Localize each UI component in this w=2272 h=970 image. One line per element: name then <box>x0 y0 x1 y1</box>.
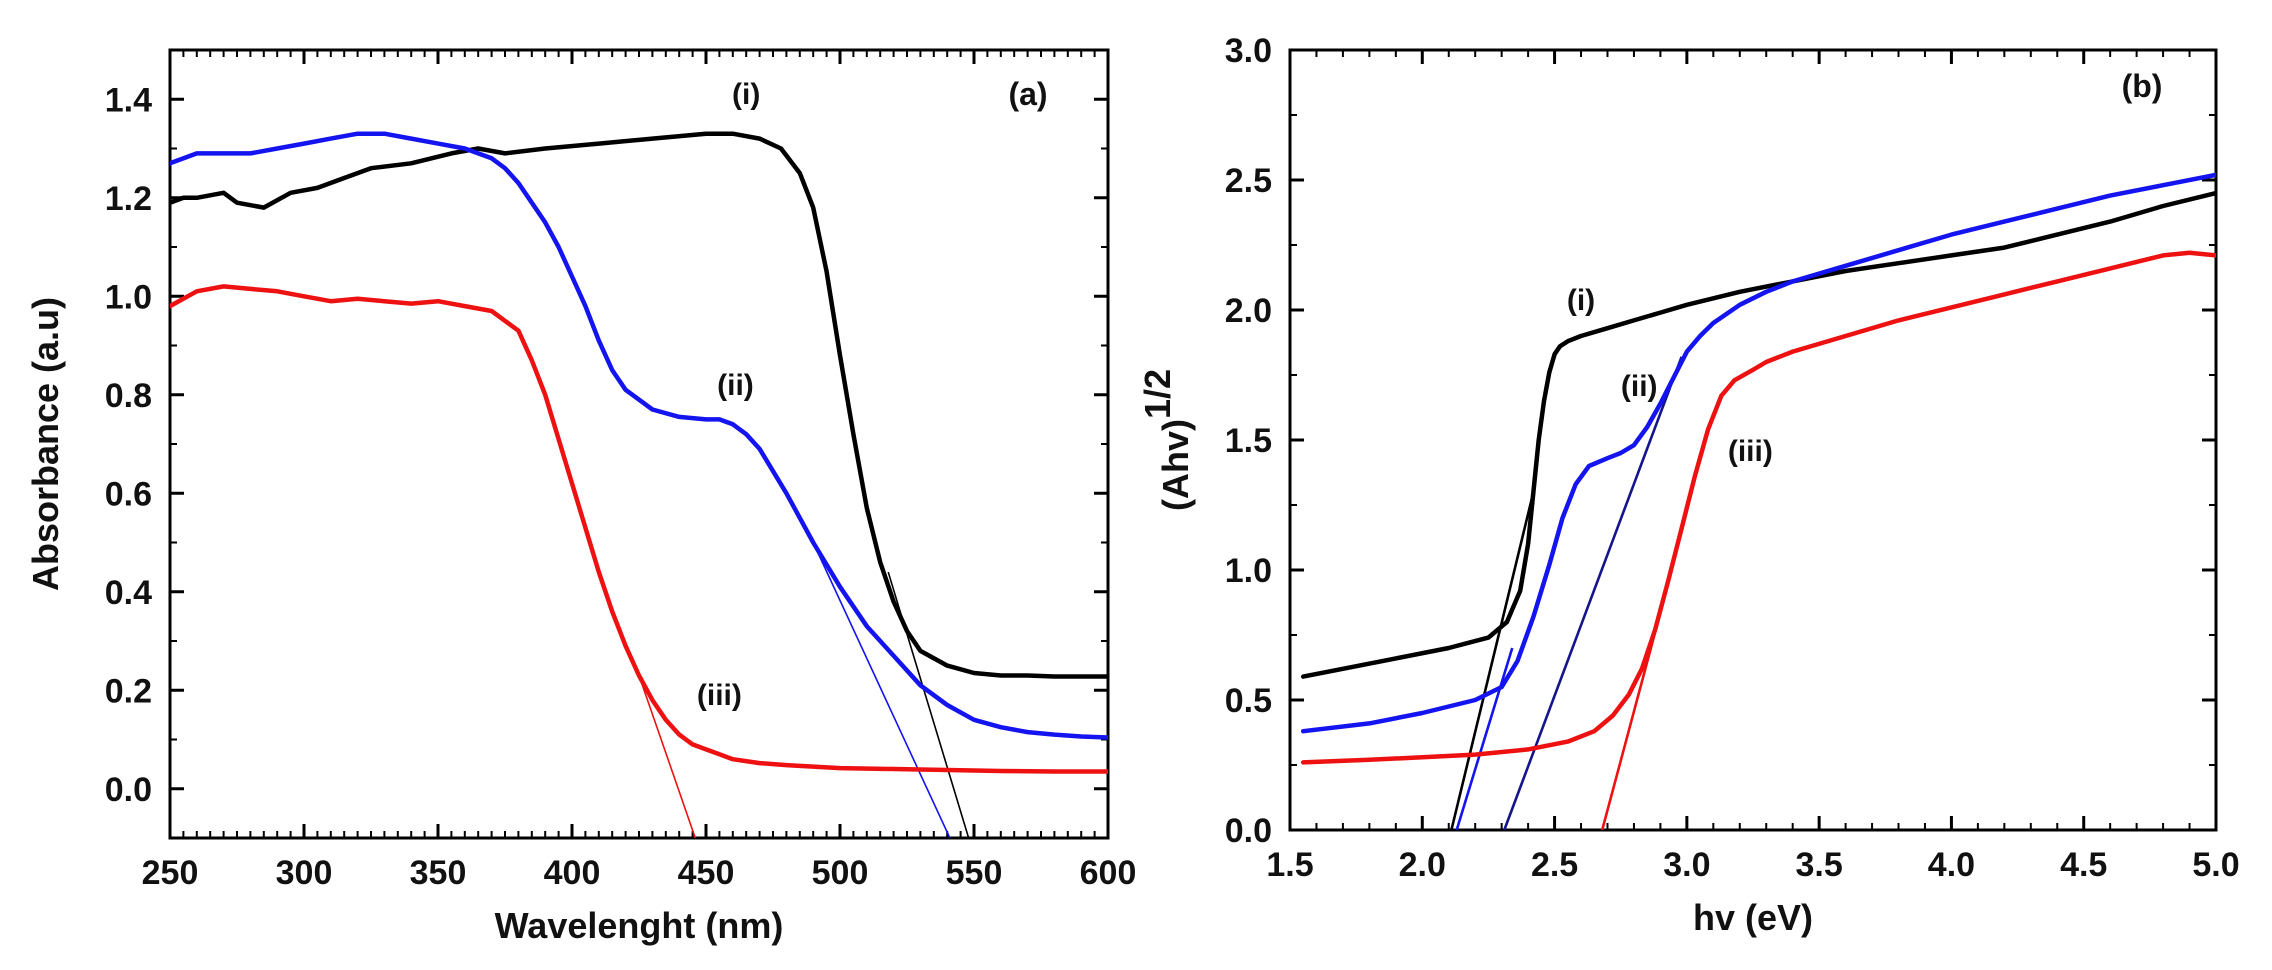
x-tick-label: 4.5 <box>2060 846 2107 884</box>
y-tick-label: 2.0 <box>1225 292 1272 330</box>
y-tick-label: 0.4 <box>105 574 152 612</box>
tangent-line <box>1503 356 1683 830</box>
curve-label: (ii) <box>717 369 754 402</box>
plot-frame <box>168 48 1110 840</box>
y-tick-label: 0.2 <box>105 672 152 710</box>
y-axis-title: Absorbance (a.u) <box>25 297 66 591</box>
series-line <box>170 284 1108 774</box>
x-tick-label: 450 <box>678 854 735 892</box>
tangent-line <box>1450 491 1535 830</box>
x-tick-label: 5.0 <box>2192 846 2239 884</box>
y-tick-label: 1.4 <box>105 81 152 119</box>
y-tick-label: 0.6 <box>105 475 152 513</box>
y-tick-label: 2.5 <box>1225 162 1272 200</box>
y-axis-title-superscript: 1/2 <box>1137 369 1178 419</box>
series-line <box>170 131 1108 679</box>
x-axis-title: hv (eV) <box>1693 897 1813 938</box>
curve-label: (i) <box>1567 284 1595 317</box>
series-line <box>1300 190 2216 679</box>
panel-a: 250 300 350 400 450 500 550 600 0.0 0.2 0.4 0.6 0.8 1… <box>25 48 1137 946</box>
y-tick-label: 1.0 <box>105 278 152 316</box>
x-tick-label: 2.0 <box>1399 846 1446 884</box>
x-tick-label: 300 <box>276 854 333 892</box>
panel-label: (b) <box>2122 68 2163 104</box>
x-tick-label: 1.5 <box>1266 846 1313 884</box>
y-tick-label: 0.8 <box>105 377 152 415</box>
data-layer <box>1300 172 2216 830</box>
y-tick-label: 0.5 <box>1225 682 1272 720</box>
x-tick-label: 400 <box>544 854 601 892</box>
y-tick-label: 1.5 <box>1225 422 1272 460</box>
x-tick-label: 600 <box>1080 854 1137 892</box>
curve-label: (iii) <box>697 679 742 712</box>
tangent-line <box>638 675 697 838</box>
panel-b: 1.5 2.0 2.5 3.0 3.5 4.0 4.5 5.0 0.0 0.5 1.0 1.5 2.0 2… <box>1137 32 2240 938</box>
y-tick-label: 0.0 <box>105 771 152 809</box>
panel-label: (a) <box>1008 76 1047 112</box>
y-axis-title-main: Absorbance (a.u) <box>25 297 66 591</box>
tangent-line <box>812 542 951 838</box>
tangent-line <box>1455 647 1514 830</box>
x-tick-label: 350 <box>410 854 467 892</box>
series-line <box>1300 250 2216 765</box>
x-tick-label: 3.0 <box>1663 846 1710 884</box>
curve-label: (iii) <box>1728 435 1773 468</box>
y-axis-title-main: (Ahv) <box>1155 419 1196 511</box>
y-tick-label: 3.0 <box>1225 32 1272 70</box>
x-tick-label: 250 <box>142 854 199 892</box>
y-tick-label: 0.0 <box>1225 812 1272 850</box>
y-tick-label: 1.0 <box>1225 552 1272 590</box>
curve-label: (ii) <box>1621 370 1658 403</box>
x-tick-label: 500 <box>812 854 869 892</box>
series-line <box>170 131 1108 740</box>
data-layer <box>170 131 1108 838</box>
x-tick-label: 550 <box>946 854 1003 892</box>
curve-label: (i) <box>732 78 760 111</box>
series-line <box>1300 172 2216 734</box>
x-tick-label: 4.0 <box>1928 846 1975 884</box>
x-tick-label: 3.5 <box>1796 846 1843 884</box>
y-tick-label: 1.2 <box>105 180 152 218</box>
y-axis-title: (Ahv)1/2 <box>1137 369 1196 511</box>
x-axis-title: Wavelenght (nm) <box>495 905 784 946</box>
x-tick-label: 2.5 <box>1531 846 1578 884</box>
